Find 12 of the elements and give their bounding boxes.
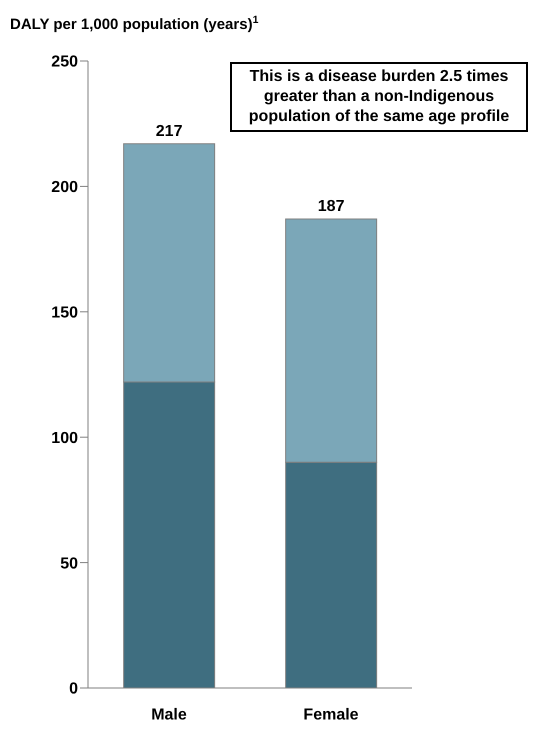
y-tick-label: 150 xyxy=(51,304,78,322)
y-tick-label: 0 xyxy=(69,680,78,698)
y-tick-label: 100 xyxy=(51,430,78,447)
annotation: This is a disease burden 2.5 times greater than a non-Indigenous population of the same age profile xyxy=(248,68,510,125)
y-tick-label: 200 xyxy=(51,179,78,196)
total-label: 187 xyxy=(318,198,345,216)
chart-title: DALY per 1,000 population (years)$^{1}$ xyxy=(10,14,258,33)
x-tick-label: Male xyxy=(151,706,187,724)
x-tick-label: Female xyxy=(303,706,359,724)
y-tick-label: 250 xyxy=(51,54,78,71)
y-tick-label: 50 xyxy=(60,555,78,572)
total-label: 217 xyxy=(156,122,183,140)
